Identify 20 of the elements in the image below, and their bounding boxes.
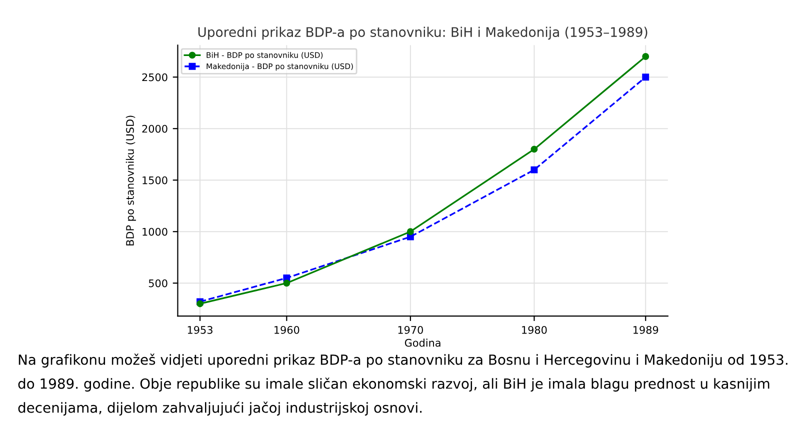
x-tick-label: 1953 xyxy=(188,326,212,334)
y-tick-label: 1000 xyxy=(142,228,168,236)
y-tick-label: 1500 xyxy=(142,176,168,184)
point xyxy=(283,280,290,287)
chart-title: Uporedni prikaz BDP-a po stanovniku: BiH i Makedonija (1953–1989) xyxy=(198,26,648,40)
point xyxy=(642,74,650,81)
point xyxy=(530,146,538,153)
x-axis-title: Godina xyxy=(404,338,440,347)
text: Na grafikonu možeš vidjeti uporedni prikaz BDP-a po stanovniku za Bosnu i Hercegovinu i Makedoniju od 1953. do 1989. godine. Obje republike su imale sličan ekonomski razvoj, ali BiH je imala blagu prednost u kasnijim decenijama, dijelom zahvaljujući jačoj industrijskoj osnovi. xyxy=(18,354,788,416)
y-axis-title: BDP po stanovniku (USD) xyxy=(126,116,136,246)
point xyxy=(406,228,414,236)
x-tick-label: 1970 xyxy=(398,326,423,334)
x-tick-label: 1980 xyxy=(522,326,547,334)
point xyxy=(642,53,650,60)
x-tick-label: 1960 xyxy=(274,326,300,334)
y-tick-label: 2500 xyxy=(142,73,168,82)
y-tick-label: 500 xyxy=(148,279,168,288)
point xyxy=(530,166,538,174)
y-tick-label: 2000 xyxy=(142,124,168,133)
x-tick-label: 1989 xyxy=(633,326,658,334)
